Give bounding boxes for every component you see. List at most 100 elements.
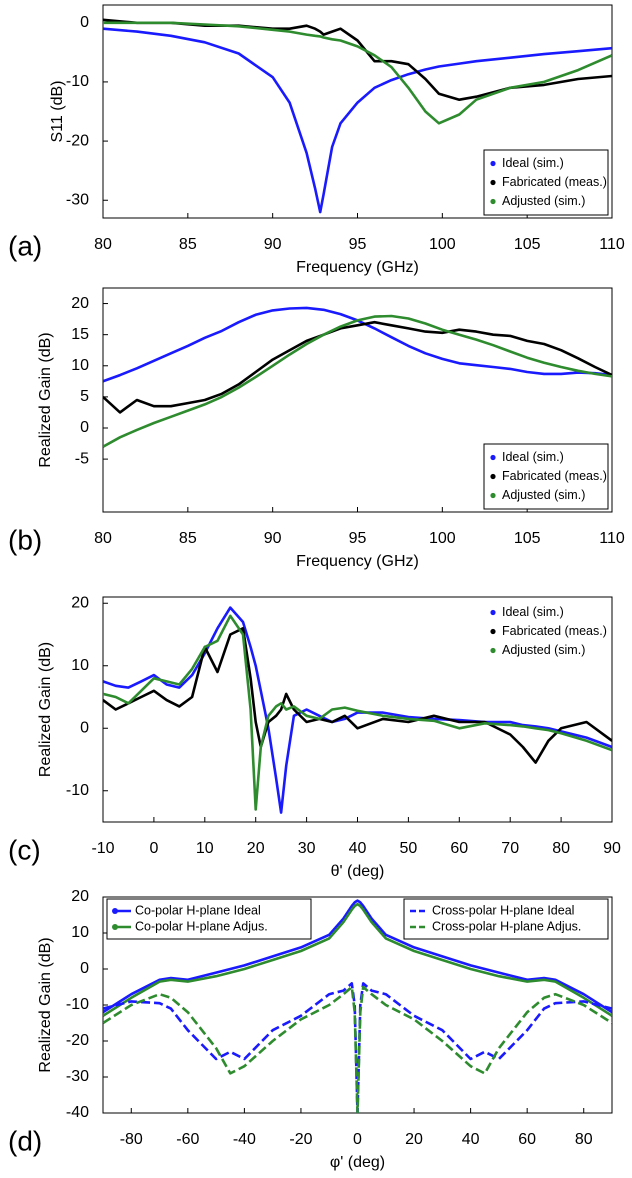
x-tick-label: 105 bbox=[514, 236, 541, 253]
y-axis-label: Realized Gain (dB) bbox=[37, 642, 54, 777]
series-line bbox=[103, 314, 612, 448]
legend-label: Cross-polar H-plane Ideal bbox=[432, 903, 574, 917]
y-tick-label: 10 bbox=[71, 924, 89, 941]
panel-label: (d) bbox=[8, 1125, 42, 1156]
y-tick-label: -10 bbox=[66, 996, 89, 1013]
y-tick-label: -10 bbox=[66, 73, 89, 90]
legend-label: Co-polar H-plane Ideal bbox=[135, 903, 261, 917]
x-tick-label: 100 bbox=[429, 530, 456, 547]
panel: -10 0 10 20 30 40 50 60 70 80 90 20 10 0 -10 θ' (deg) Re… bbox=[8, 594, 621, 880]
y-tick-label: -30 bbox=[66, 1068, 89, 1085]
x-tick-label: 110 bbox=[599, 530, 625, 547]
legend-swatch bbox=[490, 628, 496, 635]
y-axis-label: Realized Gain (dB) bbox=[37, 332, 54, 467]
y-tick-label: 0 bbox=[80, 419, 89, 436]
legend-swatch bbox=[112, 908, 118, 914]
y-axis-label: Realized Gain (dB) bbox=[37, 937, 54, 1072]
x-tick-label: 90 bbox=[603, 840, 621, 857]
y-tick-label: -5 bbox=[75, 450, 89, 467]
x-tick-label: 10 bbox=[196, 840, 214, 857]
x-tick-label: 95 bbox=[349, 530, 367, 547]
legend-label: Fabricated (meas.) bbox=[502, 624, 607, 638]
legend-swatch bbox=[490, 609, 496, 616]
panel-label: (b) bbox=[8, 524, 42, 555]
x-tick-label: 95 bbox=[349, 236, 367, 253]
x-tick-label: 20 bbox=[405, 1131, 423, 1148]
x-tick-label: -10 bbox=[91, 840, 114, 857]
panel: -80 -60 -40 -20 0 20 40 60 80 20 10 0 -10 -20 -30 -40 φ'… bbox=[8, 888, 613, 1171]
legend-box bbox=[483, 149, 609, 216]
panel: 80 85 90 95 100 105 110 0 -10 -20 -30 Frequency (GH… bbox=[8, 4, 625, 276]
legend-swatch bbox=[490, 454, 496, 461]
series-line bbox=[103, 985, 612, 1113]
y-tick-label: 5 bbox=[80, 388, 89, 405]
x-tick-label: 110 bbox=[599, 236, 625, 253]
x-tick-label: -20 bbox=[289, 1131, 312, 1148]
panel-label: (c) bbox=[8, 834, 41, 865]
series-line bbox=[103, 21, 612, 125]
legend-label: Ideal (sim.) bbox=[502, 156, 564, 170]
x-tick-label: 80 bbox=[94, 530, 112, 547]
x-tick-label: 85 bbox=[179, 530, 197, 547]
y-tick-label: 10 bbox=[71, 657, 89, 674]
series-line bbox=[103, 614, 612, 811]
x-tick-label: 100 bbox=[429, 236, 456, 253]
legend-label: Ideal (sim.) bbox=[502, 605, 564, 619]
x-tick-label: 0 bbox=[353, 1131, 362, 1148]
x-tick-label: 40 bbox=[349, 840, 367, 857]
x-tick-label: 40 bbox=[462, 1131, 480, 1148]
y-tick-label: 20 bbox=[71, 295, 89, 312]
legend-swatch bbox=[490, 198, 496, 205]
legend-label: Adjusted (sim.) bbox=[502, 194, 585, 208]
x-tick-label: 80 bbox=[575, 1131, 593, 1148]
legend-swatch bbox=[490, 473, 496, 480]
series-line bbox=[103, 306, 612, 383]
legend-label: Fabricated (meas.) bbox=[502, 175, 607, 189]
legend-swatch bbox=[490, 160, 496, 167]
y-tick-label: -10 bbox=[66, 782, 89, 799]
y-axis-label: S11 (dB) bbox=[49, 81, 66, 143]
legend-label: Ideal (sim.) bbox=[502, 450, 564, 464]
x-axis-label: φ' (deg) bbox=[330, 1154, 385, 1171]
series-line bbox=[103, 320, 612, 414]
legend-swatch bbox=[490, 492, 496, 499]
x-axis-label: θ' (deg) bbox=[331, 863, 385, 880]
legend-label: Cross-polar H-plane Adjus. bbox=[432, 919, 581, 933]
y-tick-label: -20 bbox=[66, 1032, 89, 1049]
legend-label: Adjusted (sim.) bbox=[502, 488, 585, 502]
y-tick-label: 0 bbox=[80, 719, 89, 736]
x-tick-label: 80 bbox=[552, 840, 570, 857]
series-line bbox=[103, 606, 612, 814]
x-axis-label: Frequency (GHz) bbox=[296, 553, 419, 570]
x-tick-label: 90 bbox=[264, 530, 282, 547]
x-tick-label: 85 bbox=[179, 236, 197, 253]
y-tick-label: -20 bbox=[66, 132, 89, 149]
legend-box bbox=[106, 898, 312, 940]
x-tick-label: 0 bbox=[149, 840, 158, 857]
legend-box bbox=[483, 443, 609, 510]
legend-box bbox=[403, 898, 609, 940]
series-line bbox=[103, 902, 612, 1017]
x-tick-label: -40 bbox=[233, 1131, 256, 1148]
x-tick-label: -60 bbox=[176, 1131, 199, 1148]
y-tick-label: 10 bbox=[71, 357, 89, 374]
series-line bbox=[103, 18, 612, 101]
x-tick-label: 70 bbox=[501, 840, 519, 857]
series-line bbox=[103, 27, 612, 214]
x-axis-label: Frequency (GHz) bbox=[296, 259, 419, 276]
y-tick-label: 15 bbox=[71, 326, 89, 343]
x-tick-label: 60 bbox=[518, 1131, 536, 1148]
y-tick-label: 0 bbox=[80, 960, 89, 977]
y-tick-label: -30 bbox=[66, 191, 89, 208]
y-tick-label: 20 bbox=[71, 594, 89, 611]
x-tick-label: -80 bbox=[120, 1131, 143, 1148]
legend-swatch bbox=[490, 647, 496, 654]
y-tick-label: 20 bbox=[71, 888, 89, 905]
legend-label: Co-polar H-plane Adjus. bbox=[135, 919, 268, 933]
x-tick-label: 80 bbox=[94, 236, 112, 253]
x-tick-label: 105 bbox=[514, 530, 541, 547]
panel-label: (a) bbox=[8, 230, 42, 261]
x-tick-label: 60 bbox=[450, 840, 468, 857]
x-tick-label: 20 bbox=[247, 840, 265, 857]
